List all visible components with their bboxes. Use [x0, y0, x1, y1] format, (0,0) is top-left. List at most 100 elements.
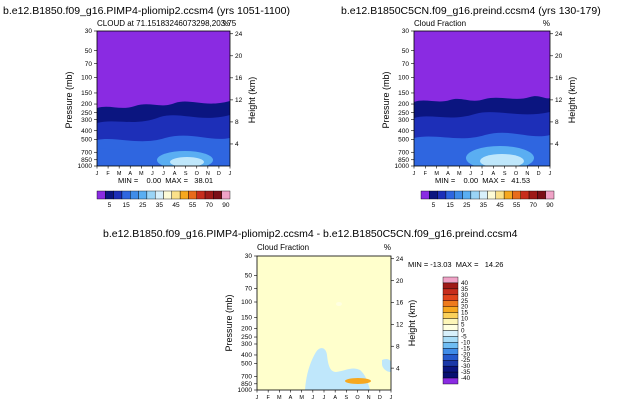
colorbar-segment: [442, 342, 459, 349]
y-tick-label: 50: [245, 273, 253, 280]
x-tick-label: M: [457, 171, 462, 177]
panel-2-title: b.e12.B1850C5CN.f09_g16.preind.ccsm4 (yr…: [341, 5, 601, 17]
panel-2-y-right-axis: 24 20 16 12 8 4: [550, 31, 563, 148]
panel-2-ylabel-right: Height (km): [567, 77, 577, 124]
y-right-tick-label: 8: [396, 343, 400, 350]
panel-3-stats: MIN = -13.03 MAX = 14.26: [408, 260, 503, 269]
y-tick-label: 70: [245, 286, 253, 293]
y-tick-label: 200: [398, 101, 409, 108]
y-tick-label: 850: [241, 381, 252, 388]
colorbar-label: -5: [461, 333, 467, 340]
colorbar-segment: [442, 318, 459, 325]
colorbar-label: 15: [446, 202, 454, 209]
colorbar-label: -35: [461, 369, 471, 376]
y-tick-label: 150: [81, 90, 92, 97]
y-tick-label: 700: [398, 149, 409, 156]
colorbar-segment: [478, 190, 488, 200]
y-right-tick-label: 4: [396, 365, 400, 372]
colorbar-label: 0: [461, 328, 465, 335]
x-tick-label: A: [128, 171, 132, 177]
colorbar-segment: [445, 190, 455, 200]
x-tick-label: J: [413, 171, 416, 177]
colorbar-label: 45: [496, 202, 504, 209]
colorbar-label: 40: [461, 280, 469, 287]
y-right-tick-label: 8: [555, 119, 559, 126]
panel-2-units: %: [543, 19, 550, 28]
x-tick-label: A: [333, 395, 337, 401]
colorbar-label: -30: [461, 363, 471, 370]
colorbar-label: 90: [546, 202, 554, 209]
y-tick-label: 700: [81, 149, 92, 156]
panel-3-plot-area: [257, 256, 391, 390]
colorbar-segment: [442, 354, 459, 361]
panel-1-subtitle: CLOUD at 71.15183246073298,203.75: [97, 19, 237, 28]
x-tick-label: M: [117, 171, 122, 177]
colorbar-segment: [196, 190, 206, 200]
colorbar-segment: [188, 190, 197, 200]
x-tick-label: J: [481, 171, 484, 177]
colorbar-label: 70: [206, 202, 214, 209]
colorbar-segment: [437, 190, 447, 200]
y-tick-label: 1000: [238, 387, 253, 394]
colorbar-label: 25: [463, 202, 471, 209]
y-tick-label: 30: [245, 253, 253, 260]
x-tick-label: A: [289, 395, 293, 401]
colorbar-segment: [96, 190, 106, 200]
y-right-tick-label: 12: [555, 97, 563, 104]
colorbar-segment: [442, 276, 459, 284]
colorbar-segment: [171, 190, 181, 200]
x-tick-label: J: [96, 171, 99, 177]
colorbar-label: 5: [432, 202, 436, 209]
y-right-tick-label: 16: [235, 75, 243, 82]
x-tick-label: J: [311, 395, 314, 401]
colorbar-label: 15: [461, 310, 469, 317]
colorbar-segment: [420, 190, 430, 200]
x-tick-label: M: [434, 171, 439, 177]
colorbar-label: 20: [461, 304, 469, 311]
panel-1-contour-blue-left: [97, 148, 120, 166]
y-tick-label: 300: [81, 117, 92, 124]
panel-1-units: %: [223, 19, 230, 28]
colorbar-segment: [113, 190, 123, 200]
x-tick-label: D: [378, 395, 382, 401]
y-right-tick-label: 16: [555, 75, 563, 82]
x-tick-label: S: [184, 171, 188, 177]
x-tick-label: D: [537, 171, 541, 177]
colorbar-label: -25: [461, 357, 471, 364]
y-tick-label: 70: [85, 61, 93, 68]
colorbar-segment: [442, 348, 459, 355]
y-tick-label: 500: [81, 137, 92, 144]
colorbar-segment: [442, 294, 459, 301]
y-tick-label: 100: [81, 75, 92, 82]
colorbar-label: -15: [461, 345, 471, 352]
y-tick-label: 30: [402, 28, 410, 35]
y-right-tick-label: 12: [396, 322, 404, 329]
colorbar-segment: [487, 190, 497, 200]
x-tick-label: N: [367, 395, 371, 401]
colorbar-label: 35: [480, 202, 488, 209]
y-right-tick-label: 16: [396, 300, 404, 307]
y-tick-label: 50: [85, 48, 93, 55]
x-tick-label: O: [355, 395, 360, 401]
colorbar-segment: [442, 371, 459, 379]
colorbar-label: 5: [461, 322, 465, 329]
colorbar-label: 35: [156, 202, 164, 209]
x-tick-label: J: [162, 171, 165, 177]
colorbar-segment: [442, 288, 459, 296]
colorbar-label: 5: [108, 202, 112, 209]
y-right-tick-label: 24: [555, 31, 563, 38]
y-tick-label: 250: [241, 334, 252, 341]
x-tick-label: A: [491, 171, 495, 177]
y-right-tick-label: 4: [555, 141, 559, 148]
x-tick-label: M: [299, 395, 304, 401]
colorbar-label: 30: [461, 292, 469, 299]
colorbar-label: 70: [530, 202, 538, 209]
x-tick-label: D: [217, 171, 221, 177]
colorbar-segment: [442, 324, 459, 331]
x-tick-label: A: [446, 171, 450, 177]
colorbar-label: 55: [189, 202, 197, 209]
